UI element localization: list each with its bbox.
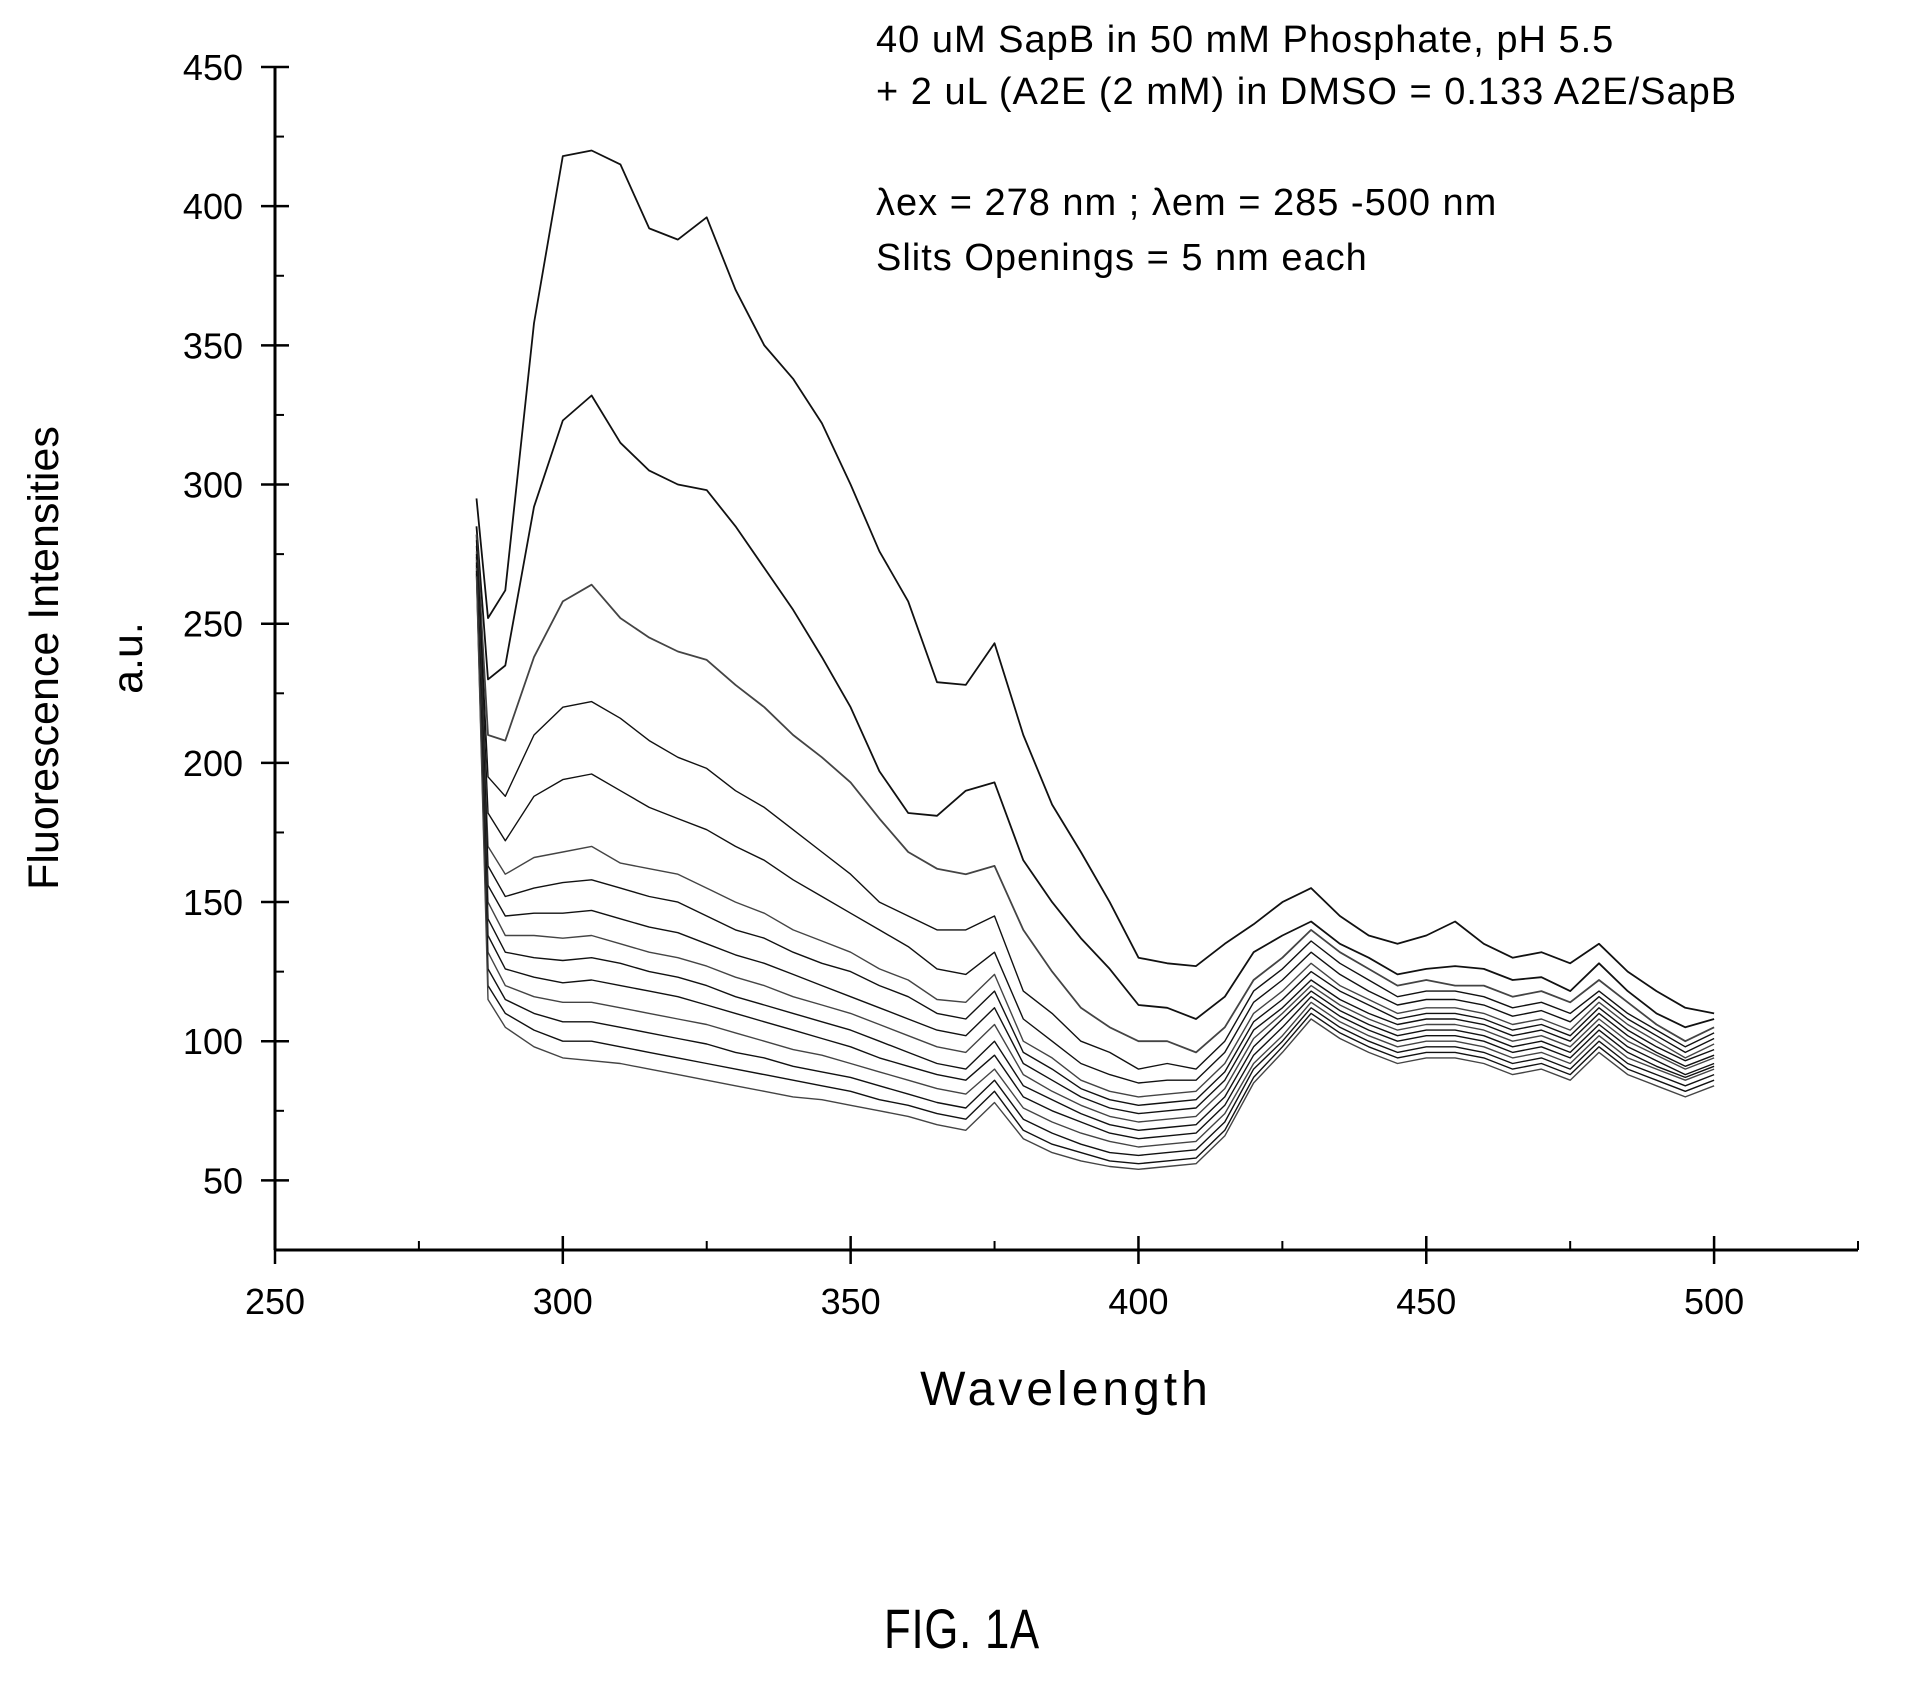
series-layer: [475, 149, 1715, 1171]
series-line-7: [475, 554, 1715, 1107]
x-tick-label: 350: [821, 1281, 881, 1322]
x-axis-title: Wavelength: [920, 1363, 1212, 1416]
x-tick-label: 450: [1396, 1281, 1456, 1322]
x-tick-label: 500: [1684, 1281, 1744, 1322]
y-axis-unit: a.u.: [104, 622, 152, 694]
series-line-6: [475, 551, 1715, 1098]
ticks-layer: 250 300 350 400 450 500 50 100 150 200 250 300 350 40…: [183, 47, 1859, 1322]
x-tick-label: 400: [1108, 1281, 1168, 1322]
annotation-layer: 40 uM SapB in 50 mM Phosphate, pH 5.5 + …: [876, 19, 1737, 279]
series-line-9: [475, 559, 1715, 1123]
y-tick-label: 50: [203, 1160, 243, 1201]
series-line-13: [475, 570, 1715, 1157]
annotation-line-4: Slits Openings = 5 nm each: [876, 237, 1368, 279]
series-line-1: [475, 149, 1715, 1015]
x-tick-label: 250: [245, 1281, 305, 1322]
y-tick-label: 350: [183, 325, 243, 366]
series-line-2: [475, 394, 1715, 1029]
y-tick-label: 400: [183, 186, 243, 227]
annotation-line-2: + 2 uL (A2E (2 mM) in DMSO = 0.133 A2E/S…: [876, 71, 1737, 113]
x-tick-label: 300: [533, 1281, 593, 1322]
series-line-8: [475, 556, 1715, 1115]
figure-caption: FIG. 1A: [884, 1597, 1040, 1660]
series-line-12: [475, 567, 1715, 1148]
series-line-5: [475, 545, 1715, 1084]
series-line-15: [475, 576, 1715, 1171]
series-line-11: [475, 565, 1715, 1140]
axes-layer: [273, 67, 1858, 1252]
series-line-14: [475, 573, 1715, 1165]
y-tick-label: 200: [183, 743, 243, 784]
annotation-line-1: 40 uM SapB in 50 mM Phosphate, pH 5.5: [876, 19, 1614, 61]
series-line-4: [475, 540, 1715, 1070]
y-tick-label: 250: [183, 604, 243, 645]
series-line-3: [475, 534, 1715, 1054]
y-tick-label: 450: [183, 47, 243, 88]
y-tick-label: 100: [183, 1021, 243, 1062]
y-axis-title: Fluorescence Intensities: [20, 426, 68, 890]
labels-layer: Wavelength Fluorescence Intensities a.u.: [20, 426, 1212, 1416]
y-tick-label: 150: [183, 882, 243, 923]
y-tick-label: 300: [183, 465, 243, 506]
series-line-10: [475, 562, 1715, 1132]
annotation-line-3: λex = 278 nm ; λem = 285 -500 nm: [876, 182, 1497, 224]
